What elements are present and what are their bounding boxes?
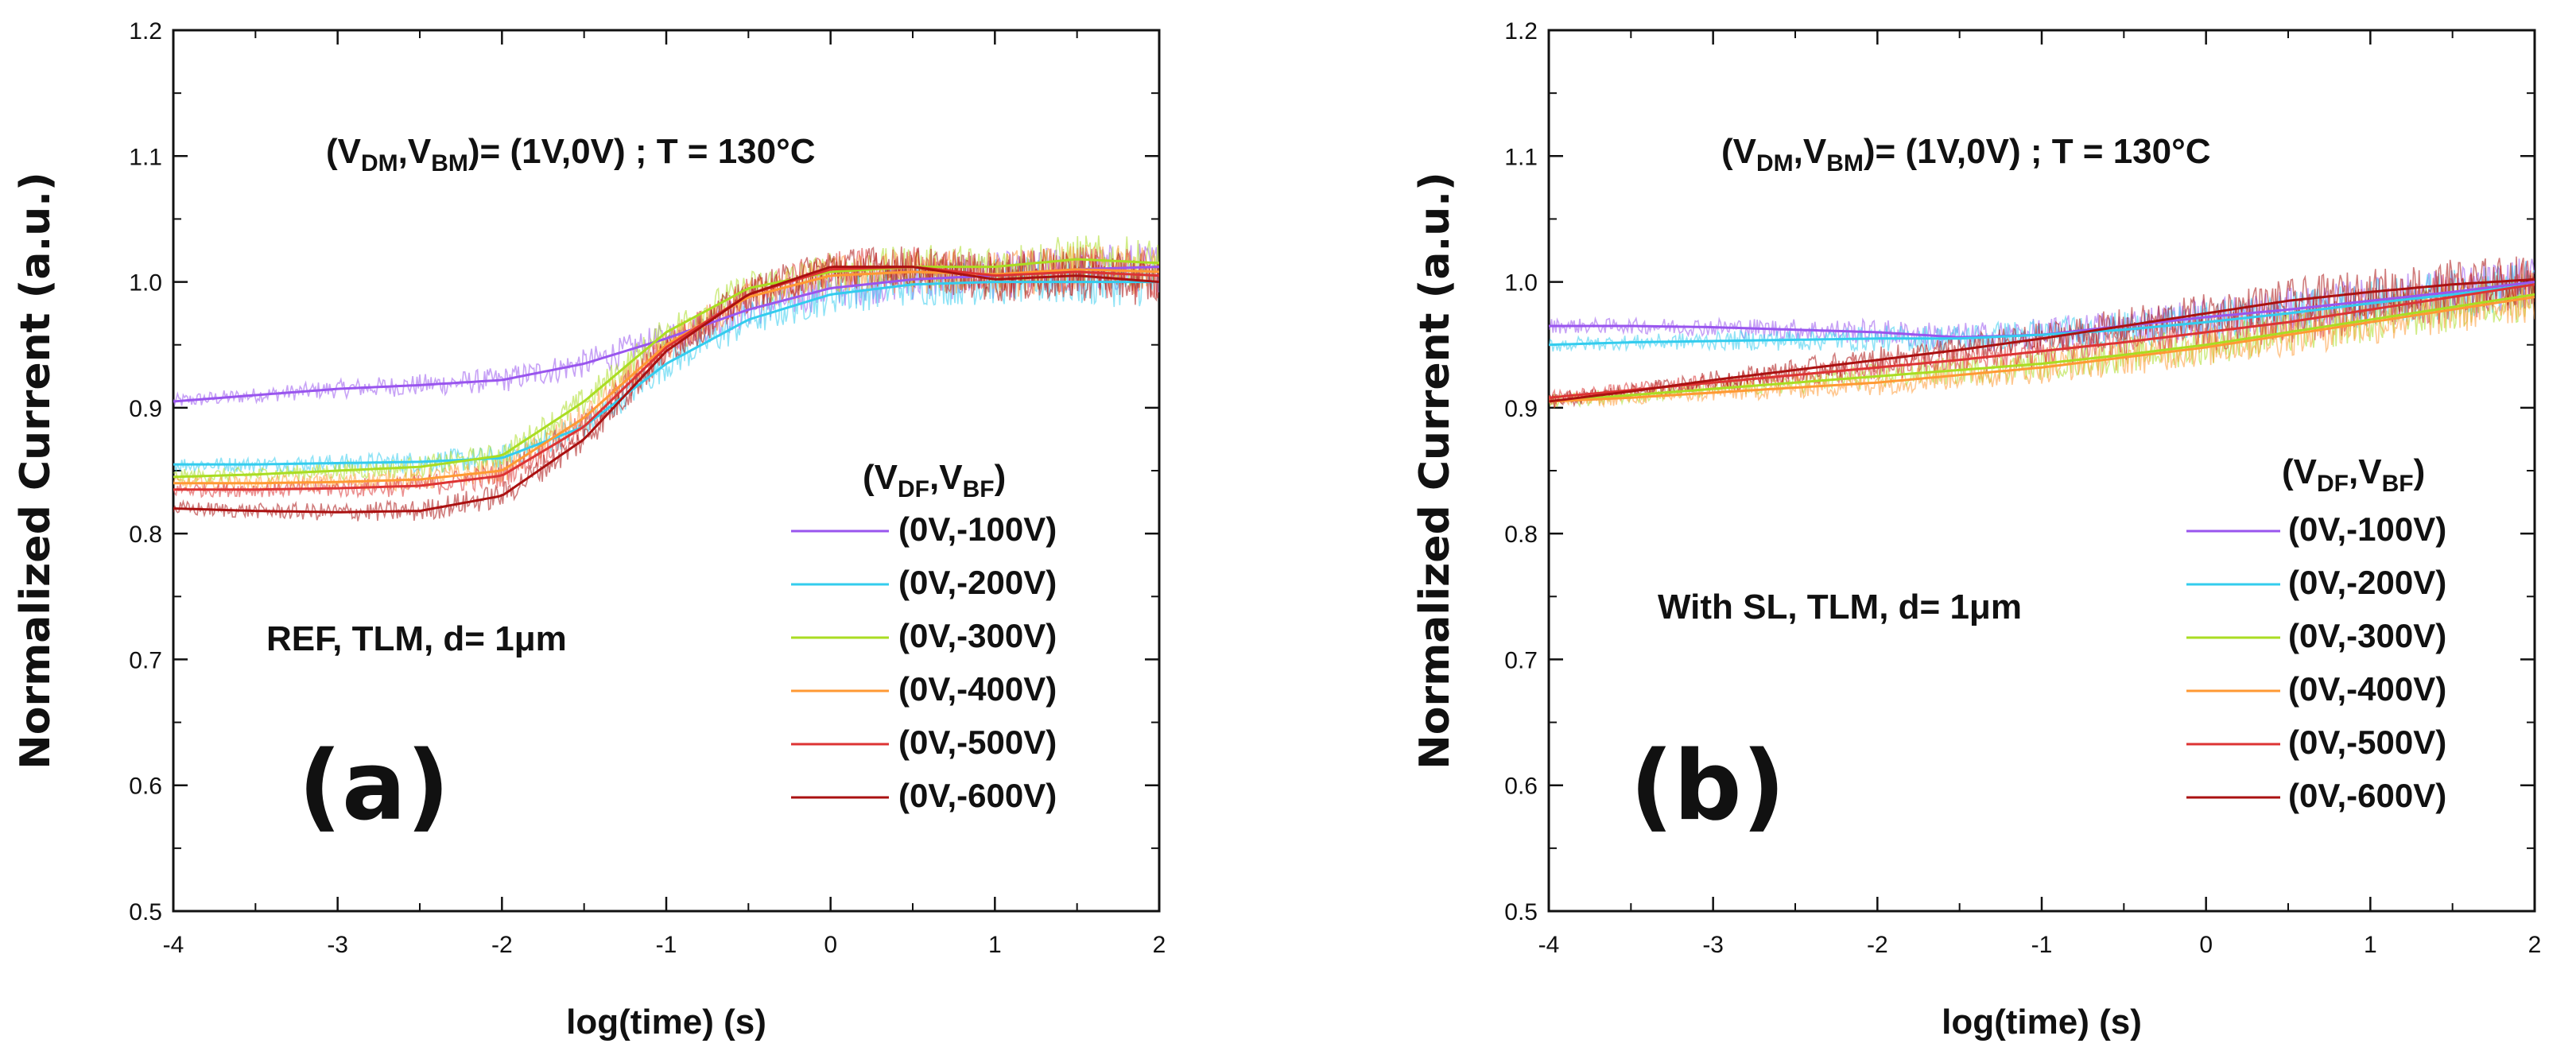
legend-entry: (0V,-100V) xyxy=(898,510,1057,548)
x-tick-label: 2 xyxy=(2528,932,2542,958)
y-tick-label: 0.6 xyxy=(129,774,162,800)
legend: (VDF,VBF) (0V,-100V) (0V,-200V) (0V,-300V) (… xyxy=(2186,452,2446,814)
legend-entry: (0V,-400V) xyxy=(898,670,1057,708)
y-tick-label: 0.8 xyxy=(1504,522,1538,548)
panel-b: 0.5 0.6 0.7 0.8 0.9 1.0 1.1 1.2 -4 -3 -2 -1 0 1 2 log(t… xyxy=(1411,18,2541,1042)
panel-a: 0.5 0.6 0.7 0.8 0.9 1.0 1.1 1.2 -4 -3 -2 -1 0 1 2 log(t… xyxy=(12,18,1166,1042)
series-noise-6 xyxy=(1549,256,2535,408)
series-line-5 xyxy=(1549,283,2535,399)
legend-entry: (0V,-500V) xyxy=(2288,723,2446,761)
x-tick-label: -1 xyxy=(656,932,677,958)
legend-entry: (0V,-600V) xyxy=(898,777,1057,814)
y-tick-label: 0.5 xyxy=(1504,899,1538,925)
y-axis-title: Normalized Current (a.u.) xyxy=(1411,172,1459,770)
series-line-6 xyxy=(173,266,1159,514)
y-axis-title: Normalized Current (a.u.) xyxy=(12,172,60,770)
y-tick-label: 0.6 xyxy=(1504,774,1538,800)
legend-title: (VDF,VBF) xyxy=(863,458,1006,502)
conditions-title: (VDM,VBM)= (1V,0V) ; T = 130°C xyxy=(326,132,816,176)
y-tick-label: 1.1 xyxy=(1504,144,1538,170)
x-tick-label: -2 xyxy=(1867,932,1888,958)
series-noise-4 xyxy=(1549,273,2535,409)
y-tick-label: 1.2 xyxy=(1504,18,1538,45)
legend-entry: (0V,-300V) xyxy=(898,617,1057,654)
series-line-3 xyxy=(1549,293,2535,403)
y-tick-label: 1.0 xyxy=(129,270,162,297)
series-line-2 xyxy=(173,281,1159,466)
x-tick-label: -1 xyxy=(2031,932,2053,958)
series-line-4 xyxy=(1549,296,2535,403)
legend-entry: (0V,-200V) xyxy=(898,564,1057,601)
data-area xyxy=(1549,256,2535,409)
x-axis-title: log(time) (s) xyxy=(566,1003,766,1042)
x-tick-label: 2 xyxy=(1153,932,1166,958)
data-area xyxy=(173,235,1159,522)
series-line-4 xyxy=(173,268,1159,485)
x-tick-label: 0 xyxy=(824,932,837,958)
x-tick-label: -4 xyxy=(163,932,184,958)
y-tick-label: 0.5 xyxy=(129,899,162,925)
panel-label: (b) xyxy=(1630,731,1786,842)
series-line-2 xyxy=(1549,283,2535,347)
x-tick-label: -3 xyxy=(327,932,348,958)
legend-entry: (0V,-100V) xyxy=(2288,510,2446,548)
conditions-title: (VDM,VBM)= (1V,0V) ; T = 130°C xyxy=(1721,132,2211,176)
x-tick-label: -3 xyxy=(1702,932,1724,958)
legend-title: (VDF,VBF) xyxy=(2282,452,2425,497)
y-tick-label: 0.9 xyxy=(129,396,162,422)
y-tick-label: 1.1 xyxy=(129,144,162,170)
y-tick-label: 0.7 xyxy=(129,647,162,673)
legend-entry: (0V,-500V) xyxy=(898,723,1057,761)
legend: (VDF,VBF) (0V,-100V) (0V,-200V) (0V,-300V) (… xyxy=(791,458,1057,814)
x-tick-label: 0 xyxy=(2199,932,2213,958)
legend-entry: (0V,-300V) xyxy=(2288,617,2446,654)
sample-annotation: REF, TLM, d= 1μm xyxy=(266,619,567,658)
series-line-6 xyxy=(1549,277,2535,403)
x-axis-title: log(time) (s) xyxy=(1942,1003,2142,1042)
y-tick-label: 0.9 xyxy=(1504,396,1538,422)
panel-label: (a) xyxy=(298,731,450,842)
x-tick-label: -2 xyxy=(491,932,513,958)
y-tick-label: 1.2 xyxy=(129,18,162,45)
series-line-5 xyxy=(173,266,1159,491)
x-tick-label: -4 xyxy=(1538,932,1560,958)
y-tick-label: 1.0 xyxy=(1504,270,1538,297)
legend-entry: (0V,-400V) xyxy=(2288,670,2446,708)
x-tick-label: 1 xyxy=(2364,932,2377,958)
legend-entry: (0V,-200V) xyxy=(2288,564,2446,601)
sample-annotation: With SL, TLM, d= 1μm xyxy=(1658,588,2022,626)
y-tick-label: 0.8 xyxy=(129,522,162,548)
y-tick-label: 0.7 xyxy=(1504,647,1538,673)
x-tick-label: 1 xyxy=(988,932,1002,958)
legend-entry: (0V,-600V) xyxy=(2288,777,2446,814)
series-line-3 xyxy=(173,258,1159,479)
